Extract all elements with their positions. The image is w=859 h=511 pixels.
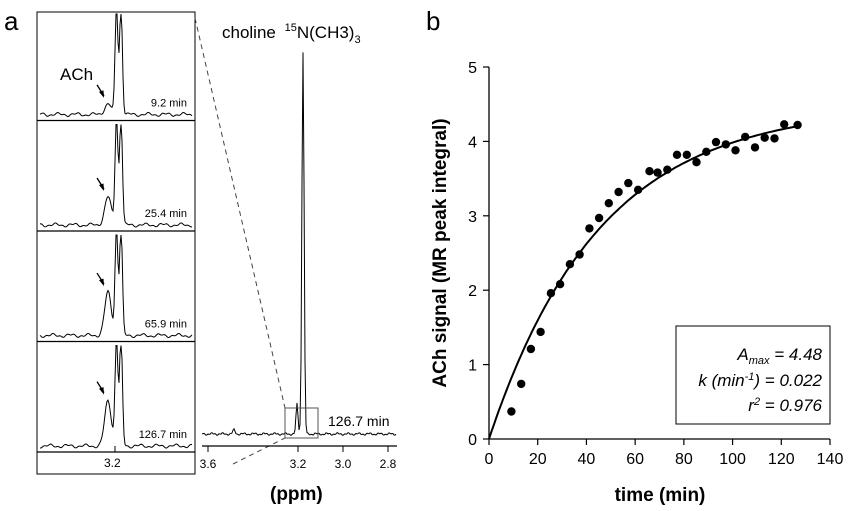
y-tick-label: 1 bbox=[468, 358, 477, 375]
x-tick-label: 140 bbox=[817, 451, 844, 468]
data-point bbox=[702, 147, 711, 156]
ppm-axis-label: (ppm) bbox=[270, 484, 323, 505]
y-tick-label: 3 bbox=[468, 209, 477, 226]
data-point bbox=[536, 327, 545, 337]
data-point bbox=[770, 134, 779, 143]
inset-spectra: 9.2 min 25.4 min 65.9 min 126.7 min bbox=[37, 13, 195, 453]
inset-time-label: 126.7 min bbox=[139, 429, 187, 441]
fit-annotation: Amax = 4.48 k (min-1) = 0.022 r2 = 0.976 bbox=[675, 325, 831, 425]
ach-arrowhead bbox=[99, 90, 104, 98]
y-tick-label: 4 bbox=[468, 134, 477, 151]
x-tick-label: 100 bbox=[719, 451, 746, 468]
x-tick-label: 0 bbox=[485, 451, 494, 468]
ppm-tick-label: 2.8 bbox=[380, 457, 397, 471]
data-point bbox=[760, 133, 769, 142]
panel-b-label: b bbox=[426, 6, 440, 36]
x-tick-label: 80 bbox=[675, 451, 693, 468]
data-point bbox=[633, 185, 643, 194]
data-point bbox=[507, 407, 516, 416]
x-axis-label: time (min) bbox=[615, 485, 706, 506]
panel-a: a 9.2 min 25.4 min 65.9 min 126.7 min ACh 3… bbox=[4, 6, 397, 505]
ach-arrowhead bbox=[99, 387, 104, 395]
zoom-line-bottom bbox=[232, 437, 286, 465]
data-point bbox=[604, 199, 613, 208]
data-point bbox=[517, 379, 526, 389]
inset-spectrum: 25.4 min bbox=[37, 124, 195, 232]
x-tick-label: 40 bbox=[578, 451, 596, 468]
inset-time-label: 65.9 min bbox=[145, 319, 187, 331]
data-point bbox=[793, 120, 802, 130]
y-axis-label: ACh signal (MR peak integral) bbox=[430, 118, 451, 387]
data-point bbox=[711, 137, 721, 147]
data-point bbox=[692, 158, 701, 167]
panel-b: b 0 20 40 60 80 100 120 140 0 1 2 3 4 5 time (min) AC… bbox=[426, 6, 843, 506]
ppm-tick-label: 3.0 bbox=[335, 457, 352, 471]
x-tick-label: 60 bbox=[626, 451, 644, 468]
y-tick-label: 5 bbox=[468, 60, 477, 77]
data-point bbox=[594, 213, 604, 223]
inset-trace bbox=[39, 13, 193, 118]
y-tick-label: 2 bbox=[468, 283, 477, 300]
ach-arrowhead bbox=[99, 183, 104, 192]
zoom-region-box bbox=[284, 407, 319, 439]
data-point bbox=[682, 150, 691, 159]
inset-frame bbox=[36, 11, 196, 475]
inset-stack: 9.2 min 25.4 min 65.9 min 126.7 min ACh 3.2 bbox=[36, 11, 196, 475]
panel-a-label: a bbox=[4, 6, 19, 36]
inset-spectrum: 9.2 min bbox=[37, 13, 195, 122]
data-point bbox=[624, 178, 633, 188]
data-point bbox=[575, 250, 584, 259]
inset-spectrum: 65.9 min bbox=[37, 234, 195, 343]
data-point bbox=[526, 344, 536, 354]
data-points bbox=[507, 120, 802, 416]
main-time-label: 126.7 min bbox=[328, 413, 389, 429]
data-point bbox=[585, 224, 594, 233]
data-point bbox=[614, 187, 623, 197]
ach-arrowhead bbox=[99, 278, 104, 287]
data-point bbox=[672, 150, 682, 159]
annotation-box bbox=[675, 325, 831, 425]
data-point bbox=[663, 165, 672, 174]
inset-trace bbox=[39, 234, 193, 339]
inset-trace bbox=[40, 345, 193, 449]
y-tick-label: 0 bbox=[468, 432, 477, 449]
x-tick-label: 20 bbox=[529, 451, 547, 468]
data-point bbox=[750, 143, 760, 152]
data-point bbox=[731, 146, 740, 155]
inset-time-label: 9.2 min bbox=[151, 98, 187, 110]
main-spectrum bbox=[202, 52, 397, 437]
data-point bbox=[546, 289, 556, 298]
k-text: k (min-1) = 0.022 bbox=[698, 371, 822, 390]
data-point bbox=[555, 280, 565, 289]
ach-label: ACh bbox=[60, 65, 93, 84]
choline-label: choline 15N(CH3)3 bbox=[222, 22, 361, 46]
ppm-tick-label: 3.6 bbox=[200, 457, 217, 471]
r2-text: r2 = 0.976 bbox=[748, 396, 822, 415]
zoom-line-top bbox=[194, 17, 286, 409]
data-point bbox=[645, 167, 654, 176]
ppm-ticks: 3.6 3.2 3.0 2.8 bbox=[200, 446, 397, 471]
data-point bbox=[653, 168, 662, 177]
data-point bbox=[780, 120, 789, 129]
amax-text: Amax = 4.48 bbox=[736, 345, 822, 367]
ppm-tick-label: 3.2 bbox=[290, 457, 307, 471]
x-tick-label: 120 bbox=[768, 451, 795, 468]
data-point bbox=[721, 140, 730, 149]
inset-tick-label: 3.2 bbox=[104, 456, 121, 470]
data-point bbox=[565, 260, 575, 269]
chart-axes: 0 20 40 60 80 100 120 140 0 1 2 3 4 5 bbox=[468, 60, 843, 468]
data-point bbox=[741, 132, 750, 142]
inset-time-label: 25.4 min bbox=[145, 208, 187, 220]
inset-trace bbox=[39, 124, 193, 228]
inset-spectrum: 126.7 min bbox=[37, 345, 195, 453]
